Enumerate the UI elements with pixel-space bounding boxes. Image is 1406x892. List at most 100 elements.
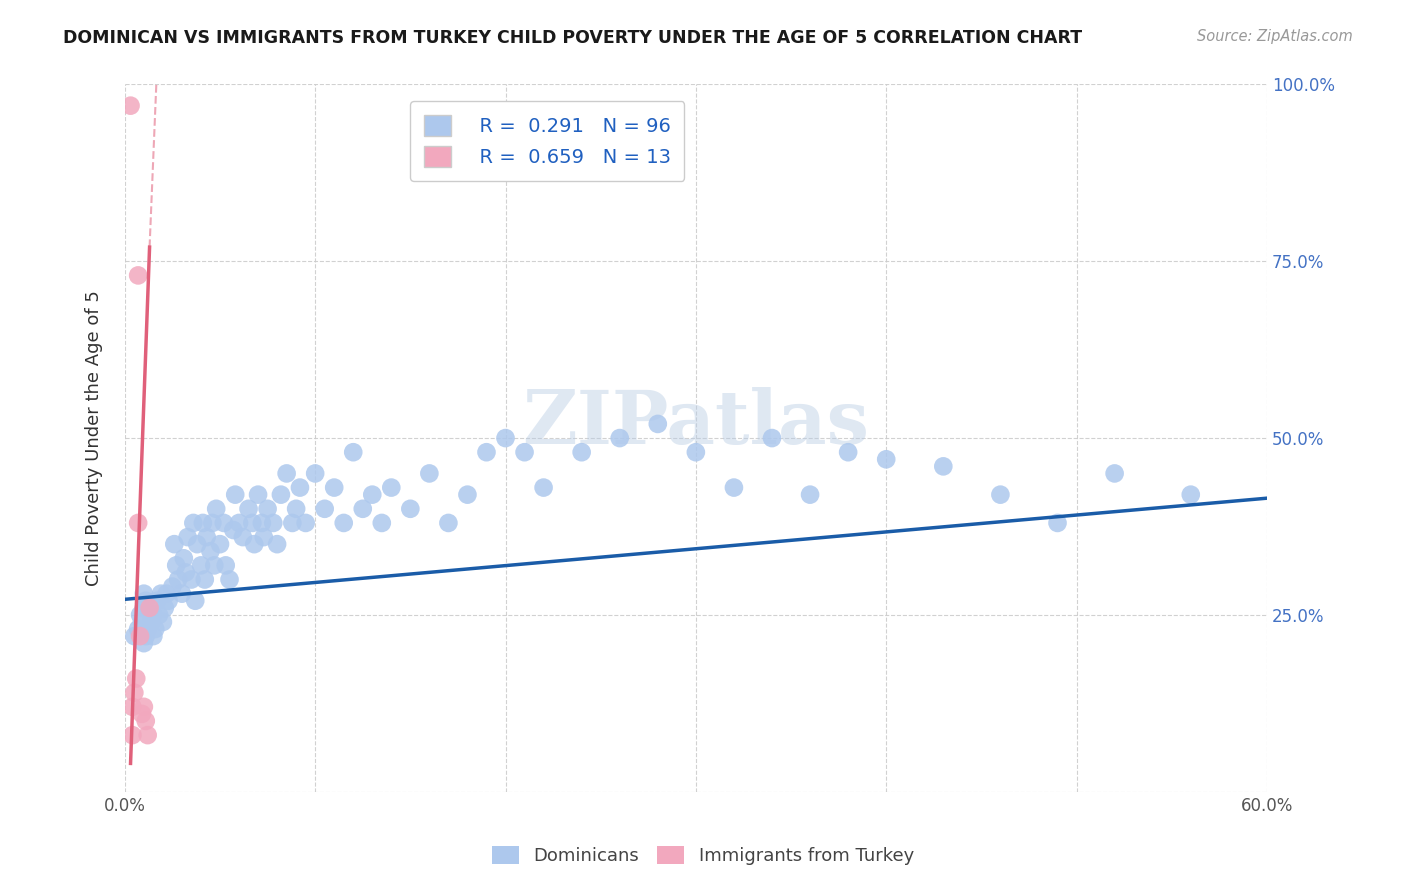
Point: [190, 558, 212, 573]
Point: [253, 530, 276, 544]
Point: [571, 445, 593, 459]
Point: [165, 558, 187, 573]
Point: [121, 699, 143, 714]
Point: [990, 488, 1012, 502]
Point: [143, 622, 166, 636]
Point: [238, 501, 260, 516]
Point: [723, 481, 745, 495]
Point: [129, 629, 152, 643]
Point: [124, 686, 146, 700]
Point: [173, 551, 195, 566]
Point: [215, 558, 238, 573]
Point: [138, 600, 160, 615]
Point: [201, 516, 224, 530]
Point: [288, 481, 311, 495]
Point: [837, 445, 859, 459]
Point: [208, 537, 231, 551]
Legend:   R =  0.291   N = 96,   R =  0.659   N = 13: R = 0.291 N = 96, R = 0.659 N = 13: [411, 101, 685, 180]
Point: [1180, 488, 1202, 502]
Point: [352, 501, 374, 516]
Point: [163, 537, 186, 551]
Point: [136, 622, 159, 636]
Point: [475, 445, 498, 459]
Point: [647, 417, 669, 431]
Point: [281, 516, 304, 530]
Point: [495, 431, 517, 445]
Point: [200, 544, 222, 558]
Point: [609, 431, 631, 445]
Point: [127, 516, 149, 530]
Point: [256, 501, 278, 516]
Point: [294, 516, 316, 530]
Point: [761, 431, 783, 445]
Point: [332, 516, 354, 530]
Point: [138, 600, 160, 615]
Text: DOMINICAN VS IMMIGRANTS FROM TURKEY CHILD POVERTY UNDER THE AGE OF 5 CORRELATION: DOMINICAN VS IMMIGRANTS FROM TURKEY CHIL…: [63, 29, 1083, 47]
Point: [314, 501, 336, 516]
Point: [131, 706, 153, 721]
Point: [132, 600, 155, 615]
Point: [186, 537, 208, 551]
Point: [183, 516, 205, 530]
Text: Source: ZipAtlas.com: Source: ZipAtlas.com: [1197, 29, 1353, 45]
Point: [232, 530, 254, 544]
Point: [170, 587, 193, 601]
Point: [323, 481, 346, 495]
Point: [285, 501, 308, 516]
Point: [276, 467, 298, 481]
Legend: Dominicans, Immigrants from Turkey: Dominicans, Immigrants from Turkey: [485, 838, 921, 872]
Point: [132, 636, 155, 650]
Point: [132, 699, 155, 714]
Point: [136, 728, 159, 742]
Point: [247, 488, 270, 502]
Point: [153, 600, 176, 615]
Point: [513, 445, 536, 459]
Point: [685, 445, 707, 459]
Point: [176, 530, 198, 544]
Point: [194, 573, 217, 587]
Point: [156, 587, 179, 601]
Point: [243, 537, 266, 551]
Point: [456, 488, 478, 502]
Point: [399, 501, 422, 516]
Point: [131, 615, 153, 629]
Point: [127, 268, 149, 283]
Point: [262, 516, 284, 530]
Point: [222, 523, 245, 537]
Point: [270, 488, 292, 502]
Point: [152, 615, 174, 629]
Point: [195, 530, 218, 544]
Point: [202, 558, 225, 573]
Point: [124, 629, 146, 643]
Point: [380, 481, 402, 495]
Point: [342, 445, 364, 459]
Point: [132, 587, 155, 601]
Point: [121, 728, 143, 742]
Point: [361, 488, 384, 502]
Point: [146, 593, 169, 607]
Point: [127, 622, 149, 636]
Point: [266, 537, 288, 551]
Point: [224, 488, 246, 502]
Point: [191, 516, 214, 530]
Point: [218, 573, 240, 587]
Point: [129, 607, 152, 622]
Point: [135, 593, 157, 607]
Point: [180, 573, 202, 587]
Point: [120, 98, 142, 112]
Point: [437, 516, 460, 530]
Y-axis label: Child Poverty Under the Age of 5: Child Poverty Under the Age of 5: [86, 290, 103, 586]
Point: [304, 467, 326, 481]
Point: [142, 629, 165, 643]
Point: [932, 459, 955, 474]
Point: [148, 607, 170, 622]
Point: [135, 629, 157, 643]
Point: [799, 488, 821, 502]
Point: [371, 516, 394, 530]
Text: ZIPatlas: ZIPatlas: [523, 387, 869, 460]
Point: [174, 566, 197, 580]
Point: [1046, 516, 1069, 530]
Point: [125, 672, 148, 686]
Point: [135, 714, 157, 728]
Point: [533, 481, 555, 495]
